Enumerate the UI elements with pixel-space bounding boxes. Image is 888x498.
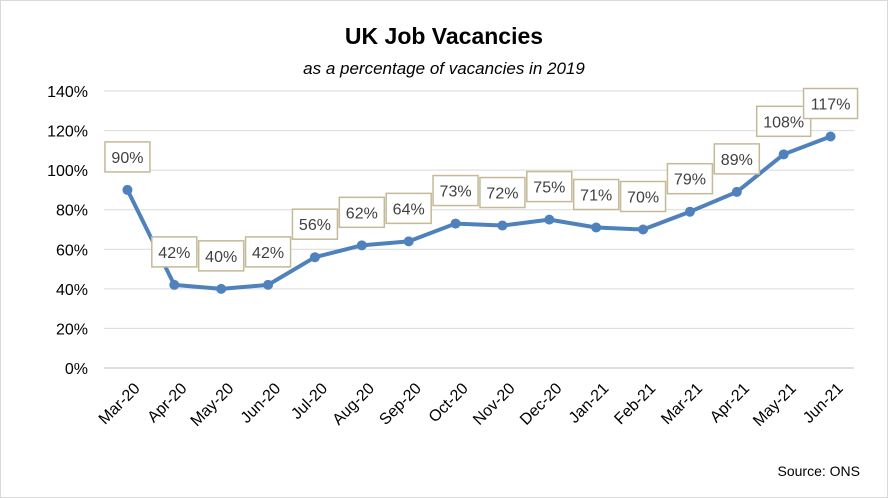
data-point bbox=[169, 279, 180, 290]
y-tick-label: 0% bbox=[65, 361, 88, 378]
data-point bbox=[731, 186, 742, 197]
data-labels: 90% 42% 40% 42% 56% 62% 64% 73% 72% 75% 71% 70% 79% 8… bbox=[104, 87, 859, 272]
x-tick-label: Feb-21 bbox=[611, 380, 659, 428]
series-line bbox=[125, 134, 833, 291]
data-point bbox=[684, 206, 695, 217]
chart-subtitle: as a percentage of vacancies in 2019 bbox=[303, 59, 585, 78]
data-label-box bbox=[432, 174, 479, 207]
y-tick-label: 120% bbox=[47, 124, 88, 141]
data-label: 42% bbox=[158, 245, 190, 262]
data-point bbox=[403, 236, 414, 247]
x-tick-label: Nov-20 bbox=[470, 380, 519, 429]
gridlines bbox=[104, 90, 854, 369]
data-label: 70% bbox=[627, 190, 659, 207]
data-label-box bbox=[291, 208, 339, 240]
y-tick-label: 20% bbox=[56, 321, 88, 338]
data-label: 79% bbox=[674, 172, 706, 189]
data-label-box bbox=[802, 87, 859, 120]
data-label-box bbox=[755, 105, 812, 138]
data-point bbox=[450, 218, 461, 229]
data-point bbox=[544, 214, 555, 225]
x-tick-label: Jun-21 bbox=[800, 380, 847, 427]
data-label-box bbox=[244, 236, 292, 268]
x-tick-label: May-21 bbox=[750, 380, 800, 430]
data-label: 56% bbox=[299, 217, 331, 234]
data-label-box bbox=[619, 180, 667, 213]
data-point bbox=[122, 184, 133, 195]
data-point bbox=[263, 279, 274, 290]
data-point bbox=[591, 222, 602, 233]
data-label-box bbox=[526, 170, 573, 203]
x-tick-label: Dec-20 bbox=[517, 380, 566, 429]
data-label: 73% bbox=[440, 184, 472, 201]
x-tick-label: Mar-21 bbox=[658, 380, 706, 428]
x-tick-label: Jan-21 bbox=[566, 380, 613, 427]
source-note: Source: ONS bbox=[778, 463, 860, 479]
chart-title: UK Job Vacancies bbox=[345, 23, 543, 49]
data-point bbox=[778, 149, 789, 160]
y-tick-label: 40% bbox=[56, 282, 88, 299]
data-point bbox=[216, 283, 227, 294]
data-label: 72% bbox=[486, 186, 518, 203]
data-label-box bbox=[666, 162, 714, 195]
data-label-box bbox=[338, 196, 386, 229]
data-point bbox=[497, 220, 508, 231]
x-tick-label: May-20 bbox=[188, 380, 238, 430]
x-tick-label: Aug-20 bbox=[329, 380, 378, 429]
y-tick-label: 100% bbox=[47, 163, 88, 180]
data-label-box bbox=[572, 178, 620, 211]
y-tick-label: 140% bbox=[47, 84, 88, 101]
data-point bbox=[825, 131, 836, 142]
x-tick-label: Apr-21 bbox=[707, 380, 753, 426]
data-label: 64% bbox=[393, 201, 425, 218]
data-point bbox=[309, 252, 320, 263]
data-label-box bbox=[151, 236, 198, 268]
y-tick-label: 80% bbox=[56, 203, 88, 220]
data-label: 62% bbox=[346, 205, 378, 222]
series bbox=[122, 131, 836, 294]
y-axis-tick-labels: 0% 20% 40% 60% 80% 100% 120% 140% bbox=[47, 84, 88, 378]
data-label: 117% bbox=[811, 97, 851, 114]
data-label-box bbox=[479, 176, 526, 209]
x-tick-label: Sep-20 bbox=[376, 380, 425, 429]
data-label: 40% bbox=[205, 249, 237, 266]
data-point bbox=[356, 240, 367, 251]
data-label: 71% bbox=[580, 188, 612, 205]
data-label: 42% bbox=[252, 245, 284, 262]
data-label: 89% bbox=[721, 152, 753, 169]
x-tick-label: Jun-20 bbox=[238, 380, 285, 427]
data-label-box bbox=[385, 192, 432, 225]
x-tick-label: Jul-20 bbox=[288, 380, 331, 423]
data-label: 90% bbox=[111, 150, 143, 167]
data-label-box bbox=[197, 240, 245, 272]
data-label-box bbox=[713, 143, 761, 175]
data-label: 108% bbox=[763, 114, 804, 131]
x-tick-label: Mar-20 bbox=[96, 380, 144, 428]
x-tick-label: Oct-20 bbox=[426, 380, 472, 426]
y-tick-label: 60% bbox=[56, 242, 88, 259]
x-tick-label: Apr-20 bbox=[145, 380, 191, 426]
data-label: 75% bbox=[533, 180, 565, 197]
data-point bbox=[638, 224, 649, 235]
data-label-box bbox=[104, 141, 151, 173]
